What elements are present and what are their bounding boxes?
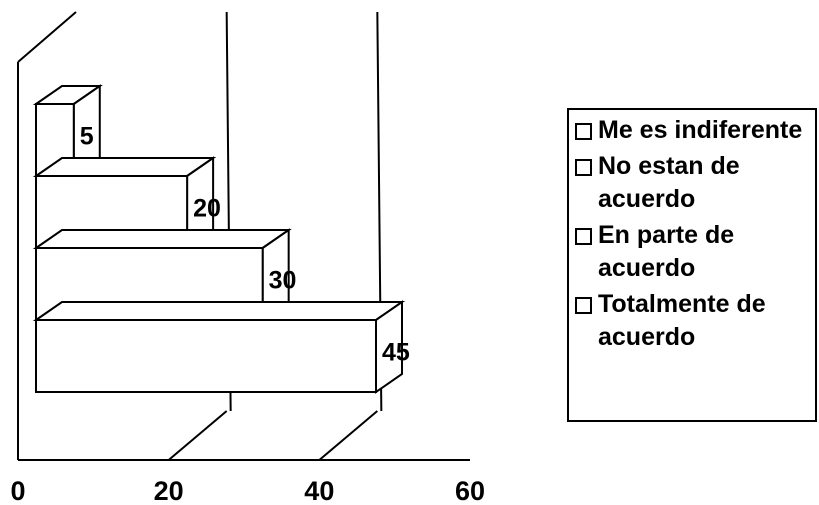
bar-front-face xyxy=(35,319,377,393)
legend: Me es indiferente No estan de acuerdo En… xyxy=(567,108,817,422)
legend-swatch xyxy=(575,123,592,140)
x-axis-ticks: 0 20 40 60 xyxy=(10,476,485,505)
legend-item: Totalmente de acuerdo xyxy=(575,288,815,354)
bars-group: 5 20 30 45 xyxy=(32,84,410,394)
bar-top-face xyxy=(32,157,217,177)
bar-top-face xyxy=(32,229,292,249)
data-label: 45 xyxy=(382,339,410,367)
legend-swatch xyxy=(575,228,592,245)
data-label: 30 xyxy=(269,267,297,295)
x-tick-label: 0 xyxy=(10,476,25,505)
bar: 45 xyxy=(32,300,410,394)
legend-item: Me es indiferente xyxy=(575,114,815,147)
x-tick-label: 40 xyxy=(304,476,334,505)
legend-label: Me es indiferente xyxy=(598,116,803,144)
x-tick-label: 60 xyxy=(455,476,485,505)
floor-gridline xyxy=(168,410,228,461)
legend-label: Totalmente de acuerdo xyxy=(598,290,766,351)
legend-swatch xyxy=(575,297,592,314)
x-tick-label: 20 xyxy=(154,476,184,505)
legend-label: En parte de acuerdo xyxy=(598,221,735,282)
floor-gridline xyxy=(318,410,378,461)
top-depth-line xyxy=(17,11,77,63)
legend-swatch xyxy=(575,159,592,176)
data-label: 5 xyxy=(80,123,94,151)
data-label: 20 xyxy=(193,195,221,223)
legend-label: No estan de acuerdo xyxy=(598,152,740,213)
bar-top-face xyxy=(32,301,406,321)
legend-item: No estan de acuerdo xyxy=(575,150,815,216)
legend-item: En parte de acuerdo xyxy=(575,219,815,285)
chart-frame xyxy=(17,11,470,461)
